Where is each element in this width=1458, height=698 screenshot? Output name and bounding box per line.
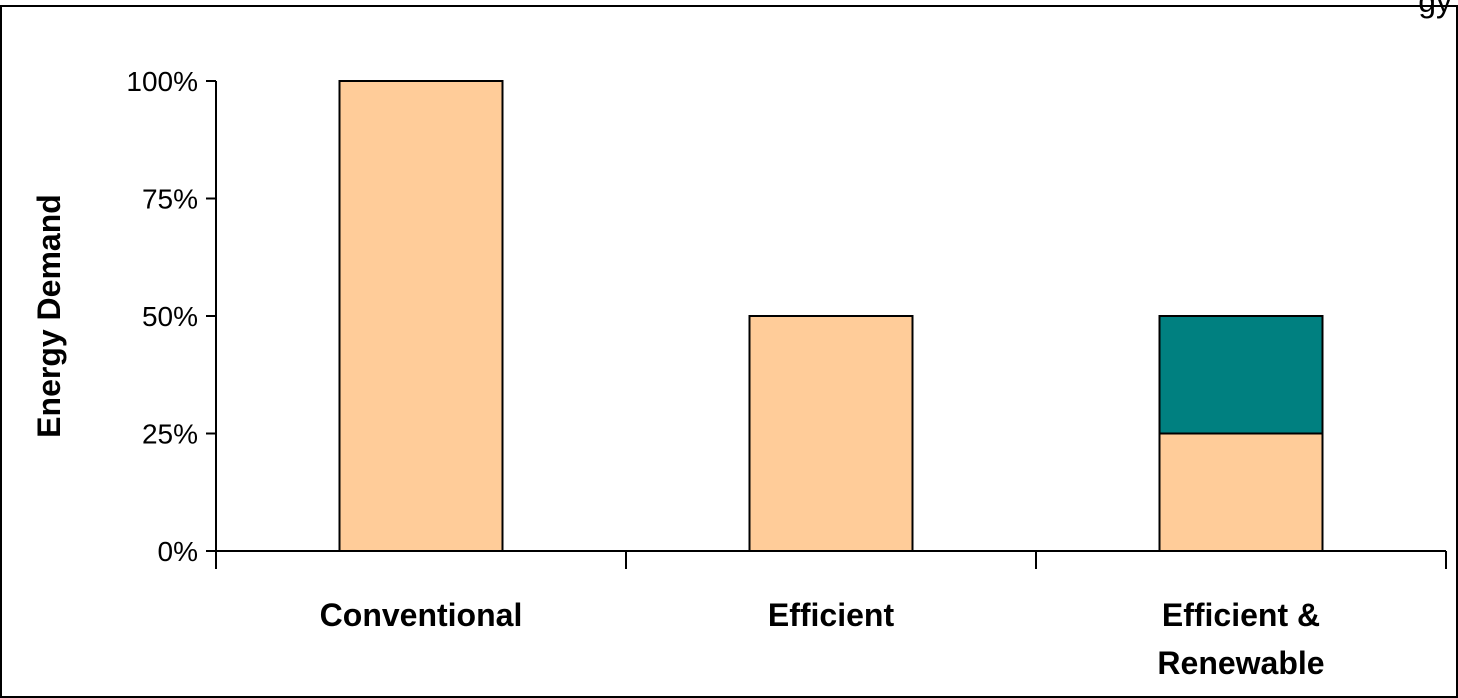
chart-border <box>0 5 1458 698</box>
x-category-label: Efficient <box>768 597 895 633</box>
plot-area <box>338 80 1324 552</box>
axes: 0% 25% 50% 75% 100% Conventional Efficient Effi… <box>126 66 1447 681</box>
x-category-label: Efficient & Renewable <box>1157 597 1324 681</box>
bar-3-segment-1 <box>1158 432 1324 552</box>
y-tick-label: 0% <box>158 536 198 567</box>
bar-2-segment-1 <box>748 315 914 552</box>
y-tick-label: 100% <box>126 66 198 97</box>
y-tick-label: 75% <box>142 184 198 215</box>
x-category-label: Conventional <box>320 597 523 633</box>
clipped-title-fragment: gy <box>1418 0 1452 19</box>
y-tick-label: 25% <box>142 419 198 450</box>
bar-1-segment-1 <box>338 80 504 552</box>
y-axis-title: Energy Demand <box>31 194 67 438</box>
bar-3-segment-2 <box>1158 315 1324 435</box>
y-tick-label: 50% <box>142 301 198 332</box>
